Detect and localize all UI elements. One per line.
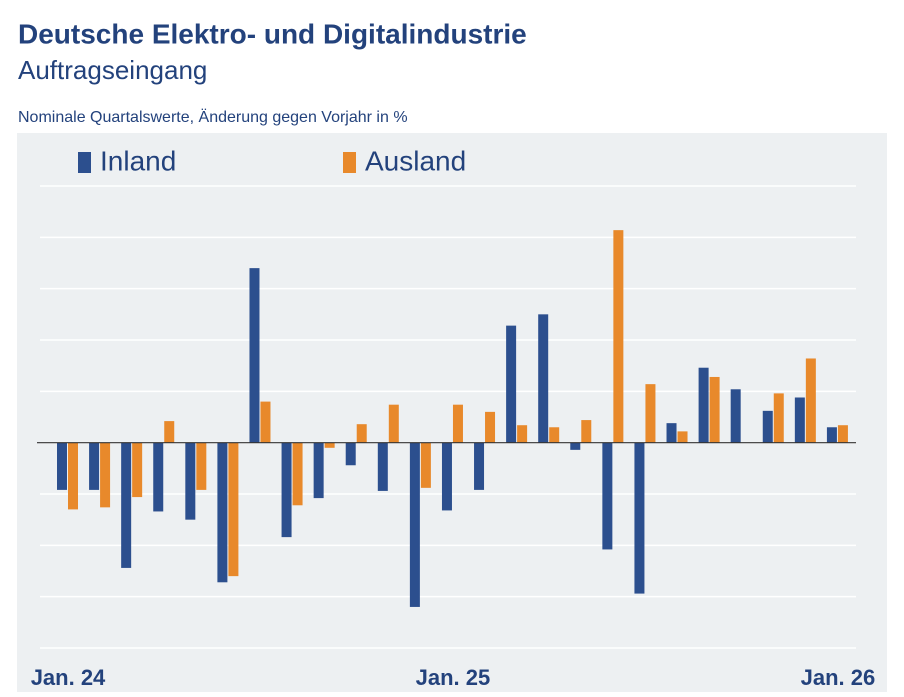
chart-title: Deutsche Elektro- und Digitalindustrie: [18, 18, 527, 49]
bar: [485, 411, 496, 443]
bar: [805, 358, 816, 443]
bar: [794, 397, 805, 443]
bar: [762, 410, 773, 443]
bar: [228, 442, 239, 577]
bar: [666, 423, 677, 443]
bar: [164, 421, 175, 443]
bar: [581, 420, 592, 443]
plot-background: [17, 133, 887, 692]
bar: [409, 442, 420, 607]
bar: [153, 442, 164, 512]
legend-swatch: [343, 152, 356, 173]
bar: [292, 442, 303, 506]
bar: [132, 442, 143, 498]
bar: [313, 442, 324, 499]
bar: [100, 442, 111, 508]
legend-label: Ausland: [365, 145, 466, 176]
bar: [634, 442, 645, 594]
bar: [517, 425, 528, 443]
bar: [837, 425, 848, 443]
bar: [570, 442, 581, 450]
bar: [324, 442, 335, 448]
bar: [677, 431, 688, 443]
bar: [185, 442, 196, 520]
x-tick-label: Jan. 25: [416, 665, 491, 690]
bar: [441, 442, 452, 511]
chart-note: Nominale Quartalswerte, Änderung gegen V…: [18, 108, 408, 126]
bar: [217, 442, 228, 583]
bar: [249, 268, 260, 443]
bar: [538, 314, 549, 443]
bar: [773, 393, 784, 443]
bar: [602, 442, 613, 550]
bar: [356, 424, 367, 443]
bar: [645, 384, 656, 443]
bar: [260, 401, 271, 443]
bar: [420, 442, 431, 488]
bar: [826, 427, 837, 443]
bar: [89, 442, 100, 490]
chart-subtitle: Auftragseingang: [18, 55, 207, 85]
legend-swatch: [78, 152, 91, 173]
bar: [57, 442, 67, 490]
bar: [68, 442, 78, 510]
bar: [474, 442, 485, 490]
bar: [281, 442, 292, 538]
bar: [452, 404, 463, 443]
bar: [506, 325, 517, 443]
bar: [388, 404, 399, 443]
legend-label: Inland: [100, 145, 176, 176]
x-tick-label: Jan. 26: [801, 665, 876, 690]
bar: [613, 230, 624, 443]
x-tick-label: Jan. 24: [31, 665, 106, 690]
bar: [345, 442, 356, 466]
bar: [549, 427, 560, 443]
bar: [196, 442, 207, 490]
bar: [730, 389, 741, 443]
bar: [698, 367, 709, 443]
bar: [377, 442, 388, 491]
bar: [121, 442, 132, 568]
bar: [709, 376, 720, 443]
